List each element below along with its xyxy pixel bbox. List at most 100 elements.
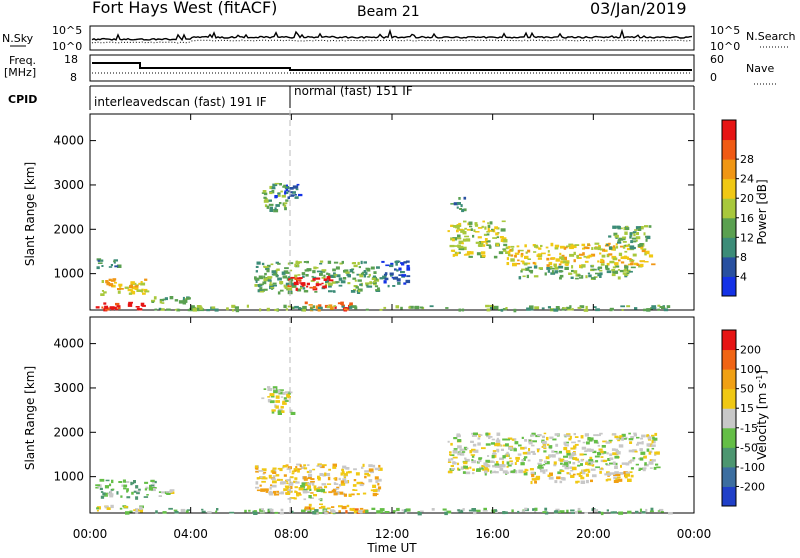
velocity-pixel <box>273 490 276 494</box>
velocity-pixel <box>563 441 567 445</box>
power-pixel <box>96 258 102 261</box>
velocity-pixel <box>494 443 499 447</box>
velocity-pixel <box>577 440 581 443</box>
velocity-pixel <box>275 390 281 394</box>
power-pixel <box>277 277 282 281</box>
velocity-pixel <box>314 509 319 512</box>
power-pixel <box>547 306 551 309</box>
velocity-pixel <box>538 464 543 467</box>
power-pixel <box>614 234 619 238</box>
velocity-pixel <box>508 446 513 450</box>
power-pixel <box>269 281 272 284</box>
power-pixel <box>317 304 322 308</box>
power-pixel <box>291 191 296 194</box>
velocity-pixel <box>155 510 158 514</box>
velocity-pixel <box>318 507 322 509</box>
power-pixel <box>383 306 387 309</box>
velocity-pixel <box>273 388 276 391</box>
power-pixel <box>97 262 103 264</box>
power-pixel <box>516 245 520 248</box>
velocity-data <box>95 386 673 516</box>
velocity-pixel <box>532 508 537 511</box>
power-pixel <box>518 276 522 280</box>
velocity-pixel <box>602 459 608 463</box>
power-pixel <box>597 246 601 249</box>
power-pixel <box>299 282 303 284</box>
power-pixel <box>559 256 564 260</box>
power-pixel <box>463 220 467 223</box>
power-pixel <box>481 254 486 258</box>
power-pixel <box>299 277 303 279</box>
power-pixel <box>319 260 324 263</box>
velocity-pixel <box>151 487 157 489</box>
power-pixel <box>594 247 599 250</box>
power-pixel <box>343 277 347 280</box>
power-pixel <box>579 305 585 309</box>
power-pixel <box>111 307 114 311</box>
power-pixel <box>394 268 397 271</box>
power-pixel <box>359 274 364 278</box>
power-pixel <box>581 264 586 268</box>
velocity-pixel <box>323 491 327 494</box>
power-pixel <box>256 261 261 265</box>
velocity-pixel <box>321 483 327 486</box>
velocity-pixel <box>302 488 308 492</box>
power-pixel <box>457 234 461 238</box>
power-pixel <box>128 301 133 304</box>
velocity-pixel <box>277 467 280 470</box>
velocity-pixel <box>278 492 283 495</box>
power-pixel <box>354 279 357 282</box>
power-pixel <box>643 232 646 236</box>
power-pixel <box>128 292 132 295</box>
velocity-pixel <box>524 439 528 442</box>
velocity-pixel <box>527 451 531 455</box>
power-pixel <box>312 270 316 274</box>
power-pixel <box>622 241 627 243</box>
velocity-pixel <box>589 439 593 442</box>
power-pixel <box>487 230 493 232</box>
velocity-pixel <box>506 454 509 457</box>
power-pixel <box>605 265 609 269</box>
power-pixel <box>350 290 356 293</box>
power-pixel <box>595 308 600 312</box>
power-pixel <box>340 301 344 305</box>
velocity-pixel <box>503 444 507 447</box>
velocity-pixel <box>279 467 283 472</box>
velocity-pixel <box>483 470 488 474</box>
power-pixel <box>453 245 459 247</box>
velocity-pixel <box>351 508 354 512</box>
power-pixel <box>365 267 370 270</box>
power-pixel <box>259 287 263 290</box>
power-pixel <box>585 246 590 250</box>
power-pixel <box>492 237 497 239</box>
velocity-pixel <box>492 450 497 452</box>
power-pixel <box>159 298 165 302</box>
velocity-pixel <box>463 461 468 465</box>
velocity-pixel <box>272 467 277 470</box>
velocity-pixel <box>350 493 355 496</box>
velocity-pixel <box>554 480 558 484</box>
nsearch-trace <box>91 39 693 44</box>
velocity-pixel <box>543 463 546 466</box>
power-pixel <box>351 262 356 265</box>
velocity-pixel <box>470 440 474 443</box>
noise-trace <box>91 28 693 44</box>
velocity-pixel <box>129 510 133 513</box>
power-pixel <box>657 308 661 311</box>
velocity-pixel <box>368 464 373 468</box>
velocity-pixel <box>108 493 114 496</box>
velocity-pixel <box>308 495 312 499</box>
velocity-pixel <box>560 470 565 472</box>
velocity-colorbar-tick-label: -15 <box>740 422 758 435</box>
velocity-pixel <box>534 507 538 511</box>
velocity-pixel <box>518 470 523 474</box>
velocity-pixel <box>343 473 348 476</box>
velocity-pixel <box>489 436 493 438</box>
power-pixel <box>510 254 514 257</box>
power-pixel <box>317 308 321 312</box>
velocity-pixel <box>651 459 656 462</box>
power-pixel <box>400 262 405 265</box>
velocity-pixel <box>255 486 260 489</box>
power-pixel <box>593 306 597 308</box>
velocity-pixel <box>495 439 501 443</box>
